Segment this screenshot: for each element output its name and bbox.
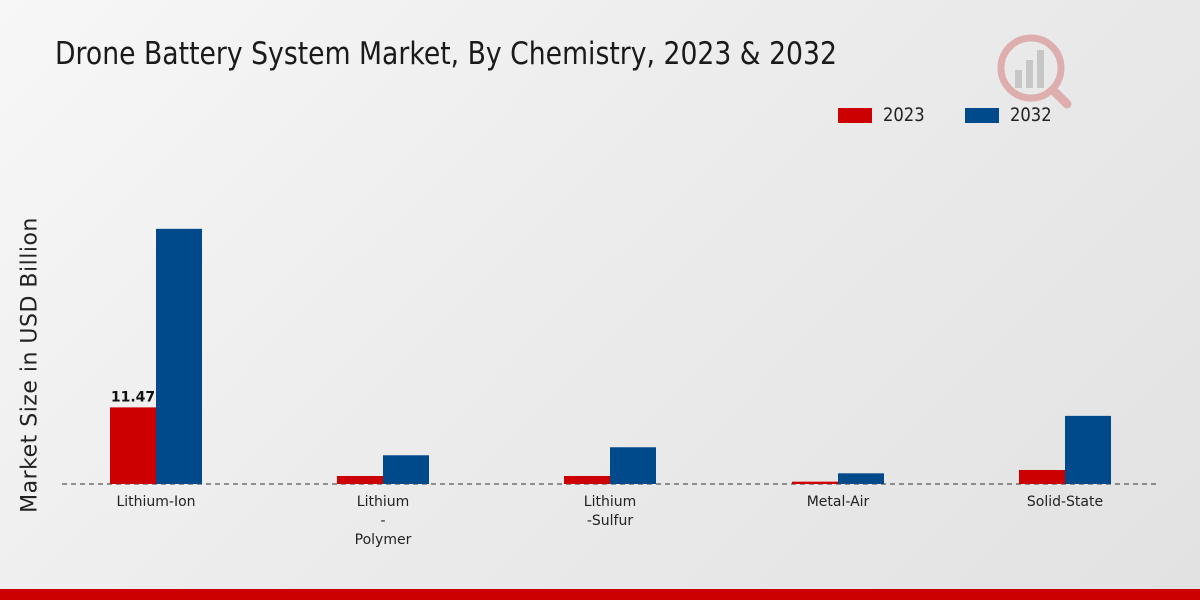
bottom-accent-bar <box>0 589 1200 600</box>
x-tick-label-1-1: - <box>380 513 385 529</box>
bar-2032-solid-state <box>1065 415 1111 484</box>
bar-2032-metal-air <box>838 473 884 484</box>
data-label-0: 11.47 <box>111 389 155 405</box>
bar-2023-lithium-ion <box>110 407 156 484</box>
x-tick-label-3-0: Metal-Air <box>807 494 870 510</box>
bar-2032-lithium-polymer <box>383 455 429 484</box>
legend-item-2032: 2032 <box>965 104 1058 126</box>
x-tick-label-1-0: Lithium <box>357 494 409 510</box>
bar-2023-lithium-polymer <box>337 475 383 484</box>
x-tick-label-2-0: Lithium <box>584 494 636 510</box>
x-tick-label-1-2: Polymer <box>355 532 412 548</box>
bar-2023-solid-state <box>1019 469 1065 484</box>
watermark-logo-icon <box>997 34 1072 109</box>
legend-label-2023: 2023 <box>883 104 925 126</box>
bar-2032-lithium-sulfur <box>610 447 656 484</box>
x-tick-label-2-1: -Sulfur <box>587 513 634 529</box>
legend-item-2023: 2023 <box>838 104 931 126</box>
legend: 2023 2032 <box>838 104 1093 126</box>
bar-2023-lithium-sulfur <box>564 475 610 484</box>
legend-swatch-2032 <box>965 107 1000 123</box>
legend-label-2032: 2032 <box>1010 104 1052 126</box>
bar-2032-lithium-ion <box>156 228 202 484</box>
x-tick-label-4-0: Solid-State <box>1027 494 1103 510</box>
chart-title: Drone Battery System Market, By Chemistr… <box>55 36 837 72</box>
legend-swatch-2023 <box>838 107 872 123</box>
x-tick-label-0-0: Lithium-Ion <box>116 494 195 510</box>
bar-2023-metal-air <box>792 481 838 484</box>
